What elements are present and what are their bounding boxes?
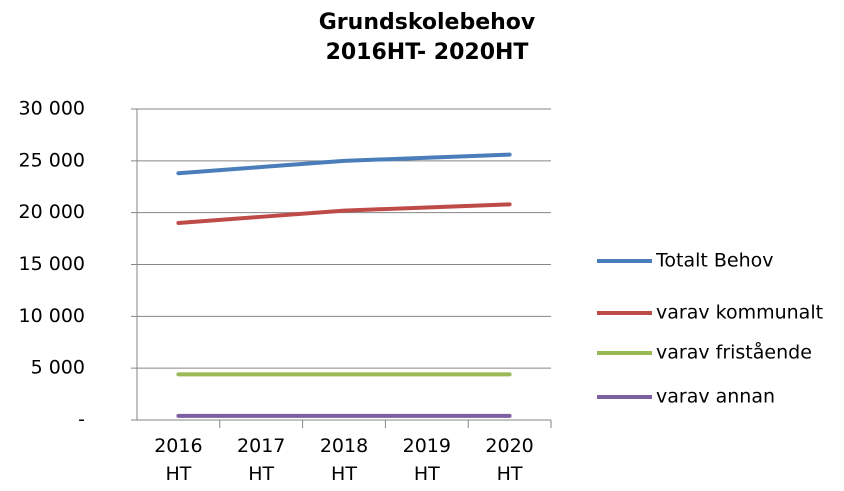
y-tick-label: 5 000 <box>31 357 85 379</box>
y-tick-label: 20 000 <box>19 201 85 223</box>
legend-label: varav annan <box>656 386 775 408</box>
chart-title: Grundskolebehov 2016HT- 2020HT <box>318 10 536 65</box>
x-tick-label: 2016 HT <box>154 435 203 485</box>
y-tick-label: - <box>78 409 85 431</box>
y-tick-label: 10 000 <box>19 305 85 327</box>
x-tick-label: 2019 HT <box>402 435 451 485</box>
legend-label: varav kommunalt <box>656 302 823 324</box>
x-tick-label: 2017 HT <box>237 435 286 485</box>
series-line <box>176 202 512 226</box>
legend-label: Totalt Behov <box>655 250 774 272</box>
y-tick-label: 15 000 <box>19 253 85 275</box>
legend-label: varav fristående <box>656 341 812 364</box>
x-tick-label: 2018 HT <box>319 435 369 485</box>
y-tick-label: 30 000 <box>19 98 85 120</box>
y-tick-label: 25 000 <box>19 149 85 171</box>
series-line <box>176 152 512 176</box>
x-tick-label: 2020 HT <box>485 435 534 485</box>
